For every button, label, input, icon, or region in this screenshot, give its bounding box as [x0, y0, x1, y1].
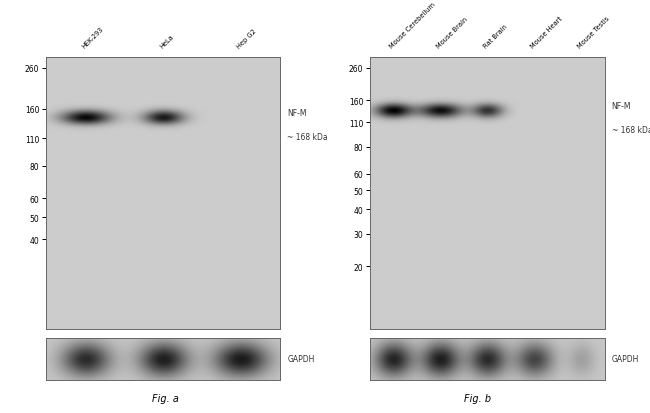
Text: Hep G2: Hep G2	[236, 28, 258, 50]
Text: Mouse Testis: Mouse Testis	[577, 16, 611, 50]
Text: HeLa: HeLa	[159, 33, 175, 50]
Text: ~ 168 kDa: ~ 168 kDa	[287, 132, 328, 141]
Text: Mouse Brain: Mouse Brain	[436, 17, 469, 50]
Text: Fig. a: Fig. a	[152, 393, 179, 403]
Text: NF-M: NF-M	[612, 102, 631, 111]
Text: HEK-293: HEK-293	[81, 26, 105, 50]
Text: Mouse Cerebellum: Mouse Cerebellum	[389, 2, 437, 50]
Text: NF-M: NF-M	[287, 109, 307, 117]
Text: Rat Brain: Rat Brain	[483, 24, 509, 50]
Text: GAPDH: GAPDH	[612, 355, 639, 363]
Text: Mouse Heart: Mouse Heart	[530, 16, 564, 50]
Text: Fig. b: Fig. b	[464, 393, 491, 403]
Text: ~ 168 kDa: ~ 168 kDa	[612, 126, 650, 135]
Text: GAPDH: GAPDH	[287, 355, 315, 363]
